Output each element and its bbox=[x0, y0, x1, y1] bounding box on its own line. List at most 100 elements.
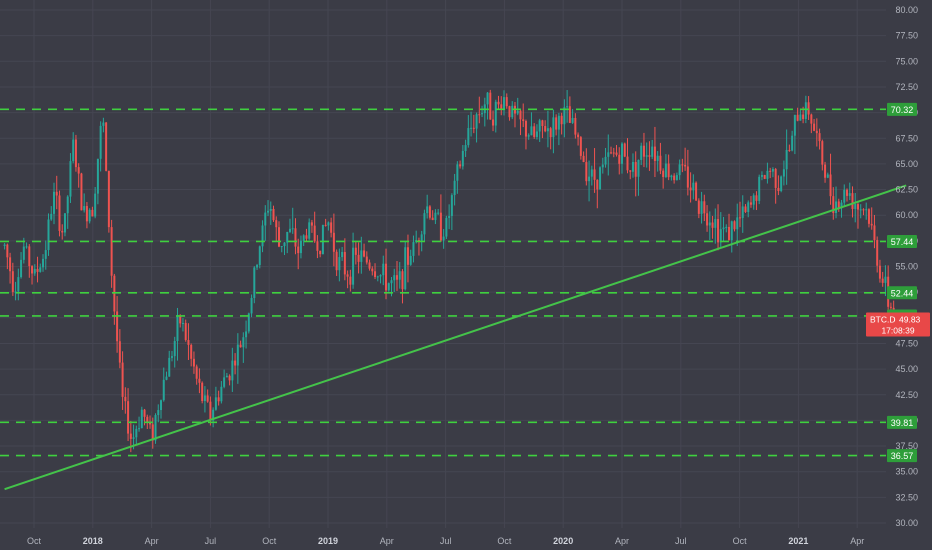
time-axis[interactable]: Oct 2018 Apr Jul Oct 2019 Apr Jul Oct 2020 Apr Jul O… bbox=[27, 536, 864, 546]
time-tick-label: Oct bbox=[27, 536, 42, 546]
candle-body bbox=[840, 202, 843, 209]
level-badge-label: 39.81 bbox=[891, 418, 914, 428]
candle-body bbox=[22, 246, 25, 260]
candle-body bbox=[44, 250, 47, 259]
candle-body bbox=[319, 250, 322, 255]
candle-body bbox=[846, 189, 849, 196]
candle-body bbox=[546, 128, 549, 132]
candle-body bbox=[247, 313, 250, 332]
candle-body bbox=[42, 258, 45, 268]
candle-body bbox=[420, 234, 423, 241]
time-tick-label: Oct bbox=[733, 536, 748, 546]
candle-body bbox=[508, 106, 511, 118]
candle-body bbox=[645, 155, 648, 157]
candle-body bbox=[212, 409, 215, 421]
candle-body bbox=[283, 242, 286, 247]
candle-body bbox=[50, 213, 53, 220]
candle-body bbox=[524, 121, 527, 137]
candle-body bbox=[621, 143, 623, 164]
candle-body bbox=[36, 268, 39, 272]
candle-body bbox=[379, 275, 382, 277]
candle-body bbox=[324, 224, 327, 226]
candle-body bbox=[165, 376, 168, 380]
candle-body bbox=[686, 166, 689, 188]
candle-body bbox=[346, 274, 349, 277]
candle-body bbox=[431, 217, 434, 221]
price-tick-label: 30.00 bbox=[895, 518, 918, 528]
candle-body bbox=[516, 110, 519, 114]
candle-body bbox=[223, 377, 226, 387]
candle-body bbox=[264, 212, 267, 226]
candle-body bbox=[275, 220, 278, 228]
price-tick-label: 35.00 bbox=[895, 467, 918, 477]
candle-body bbox=[728, 226, 731, 241]
candle-body bbox=[365, 256, 368, 263]
candle-body bbox=[681, 164, 684, 166]
candle-body bbox=[305, 235, 308, 239]
candle-body bbox=[659, 155, 662, 171]
candle-body bbox=[201, 382, 204, 402]
candle-body bbox=[371, 268, 374, 272]
candle-body bbox=[140, 409, 143, 429]
candle-body bbox=[113, 275, 116, 312]
candle-body bbox=[58, 195, 61, 231]
candle-body bbox=[390, 280, 393, 284]
candle-body bbox=[423, 213, 426, 235]
candle-body bbox=[11, 271, 14, 292]
candle-body bbox=[692, 182, 695, 191]
candle-body bbox=[17, 277, 20, 292]
candle-body bbox=[489, 92, 492, 120]
candle-body bbox=[667, 163, 670, 178]
candle-body bbox=[771, 169, 774, 172]
candle-body bbox=[302, 235, 305, 241]
candle-body bbox=[492, 119, 495, 126]
candle-body bbox=[357, 254, 360, 262]
candle-body bbox=[439, 212, 442, 241]
candle-body bbox=[829, 174, 832, 197]
candle-body bbox=[116, 311, 119, 342]
candle-body bbox=[796, 114, 799, 121]
candle-body bbox=[865, 209, 868, 211]
candle-body bbox=[437, 212, 440, 214]
time-tick-label: 2020 bbox=[553, 536, 573, 546]
price-tick-label: 80.00 bbox=[895, 5, 918, 15]
candle-body bbox=[582, 155, 585, 163]
candle-body bbox=[20, 259, 23, 278]
candle-body bbox=[253, 267, 256, 298]
level-badge bbox=[887, 102, 917, 116]
candle-body bbox=[821, 141, 824, 165]
candle-body bbox=[239, 344, 242, 348]
candle-body bbox=[505, 97, 508, 107]
candle-body bbox=[780, 176, 783, 192]
candle-body bbox=[313, 225, 316, 242]
candle-body bbox=[577, 134, 580, 138]
candle-body bbox=[135, 428, 138, 438]
candle-body bbox=[804, 102, 807, 119]
candle-body bbox=[138, 428, 141, 430]
candle-body bbox=[522, 119, 525, 122]
candle-body bbox=[173, 341, 176, 357]
candle-body bbox=[132, 437, 135, 439]
candle-body bbox=[689, 187, 692, 191]
candle-body bbox=[730, 221, 733, 241]
candle-body bbox=[568, 106, 571, 123]
candle-body bbox=[330, 222, 333, 233]
candle-body bbox=[33, 268, 36, 274]
candle-body bbox=[74, 139, 77, 168]
last-price-badge bbox=[866, 312, 930, 337]
candle-body bbox=[837, 201, 840, 209]
candle-body bbox=[810, 114, 813, 124]
candle-body bbox=[675, 175, 678, 181]
price-tick-label: 37.50 bbox=[895, 441, 918, 451]
candle-body bbox=[700, 201, 703, 214]
time-tick-label: 2019 bbox=[318, 536, 338, 546]
candle-body bbox=[412, 242, 415, 256]
candle-body bbox=[607, 152, 610, 157]
candle-body bbox=[146, 416, 149, 423]
candle-body bbox=[824, 164, 827, 178]
candle-body bbox=[631, 161, 634, 172]
candle-body bbox=[310, 222, 313, 226]
candle-body bbox=[176, 315, 179, 342]
